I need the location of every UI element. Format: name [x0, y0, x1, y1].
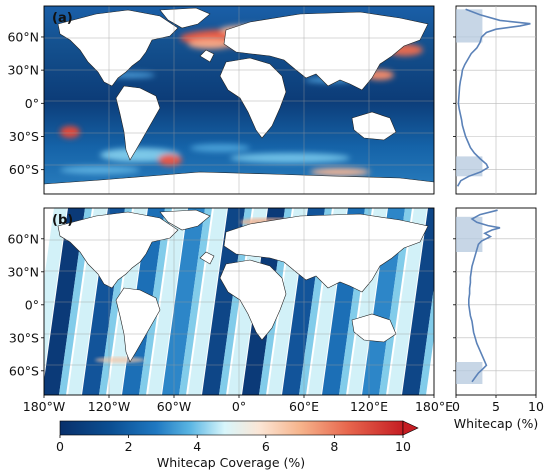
- y-tick-label: 60°S: [9, 363, 39, 378]
- profile-series-b: [456, 209, 501, 384]
- swath: [44, 208, 85, 395]
- y-tick-label: 60°N: [7, 231, 39, 246]
- swath-edge: [419, 287, 434, 395]
- profile-panel-a: [453, 5, 537, 195]
- profile-shaded-band: [456, 156, 483, 177]
- map-panel-a: [44, 6, 434, 194]
- y-tick-label: 30°S: [9, 129, 39, 144]
- colorbar-tick-label: 8: [330, 439, 338, 454]
- colorbar-label: Whitecap Coverage (%): [157, 455, 305, 470]
- colorbar-ticks: 0 2 4 6 8 10: [56, 435, 411, 454]
- colorbar-extend-arrow: [402, 420, 419, 436]
- high-whitecap-zone-b: [95, 357, 145, 363]
- colorbar-tick-label: 4: [193, 439, 201, 454]
- y-tick-label: 30°N: [7, 63, 39, 78]
- profile-line: [456, 8, 531, 187]
- swath: [202, 208, 245, 395]
- y-tick-label: 0°: [25, 96, 39, 111]
- profile-x-tick-label: 5: [492, 399, 500, 414]
- x-tick-label: 60°E: [289, 399, 319, 414]
- x-tick-label: 0°: [232, 399, 246, 414]
- graticule-b: [44, 208, 434, 395]
- x-ticks-map: 180°W 120°W 60°W 0° 60°E 120°E 180°E: [23, 395, 453, 414]
- swath: [162, 208, 205, 395]
- colorbar-gradient: [59, 420, 404, 436]
- graticule-a: [44, 6, 434, 194]
- colorbar-tick-label: 0: [56, 439, 64, 454]
- swath-gap: [148, 208, 187, 395]
- land-masses-b: [57, 209, 429, 363]
- swath: [402, 208, 434, 395]
- y-tick-label: 30°N: [7, 264, 39, 279]
- profile-x-label: Whitecap (%): [454, 416, 538, 431]
- y-ticks-a: 60°N 30°N 0° 30°S 60°S: [7, 29, 44, 177]
- profile-series-a: [456, 8, 531, 187]
- y-tick-label: 0°: [25, 297, 39, 312]
- profile-x-ticks: 0 5 10: [452, 395, 544, 414]
- profile-x-tick-label: 0: [452, 399, 460, 414]
- colorbar-tick-label: 2: [125, 439, 133, 454]
- profile-line: [467, 209, 501, 383]
- colorbar: 0 2 4 6 8 10 Whitecap Coverage (%): [56, 420, 419, 470]
- profile-x-tick-label: 10: [528, 399, 544, 414]
- panel-label-b: (b): [52, 213, 73, 228]
- colorbar-tick-label: 10: [395, 439, 411, 454]
- profile-shaded-band: [456, 362, 483, 384]
- colorbar-tick-label: 6: [262, 439, 270, 454]
- swath-gap: [188, 208, 227, 395]
- map-panel-b: [44, 208, 434, 395]
- swath-gap: [388, 208, 427, 395]
- y-tick-label: 30°S: [9, 330, 39, 345]
- swath-edge: [379, 208, 412, 395]
- profile-panel-b: [453, 207, 537, 396]
- map-frame-a: [43, 5, 435, 195]
- y-tick-label: 60°N: [7, 29, 39, 44]
- x-tick-label: 120°W: [88, 399, 130, 414]
- y-ticks-b: 60°N 30°N 0° 30°S 60°S: [7, 231, 44, 378]
- panel-label-a: (a): [52, 11, 73, 26]
- x-tick-label: 180°E: [415, 399, 453, 414]
- x-tick-label: 180°W: [23, 399, 65, 414]
- y-tick-label: 60°S: [9, 162, 39, 177]
- x-tick-label: 120°E: [350, 399, 388, 414]
- x-tick-label: 60°W: [157, 399, 192, 414]
- swath-gap: [44, 208, 67, 374]
